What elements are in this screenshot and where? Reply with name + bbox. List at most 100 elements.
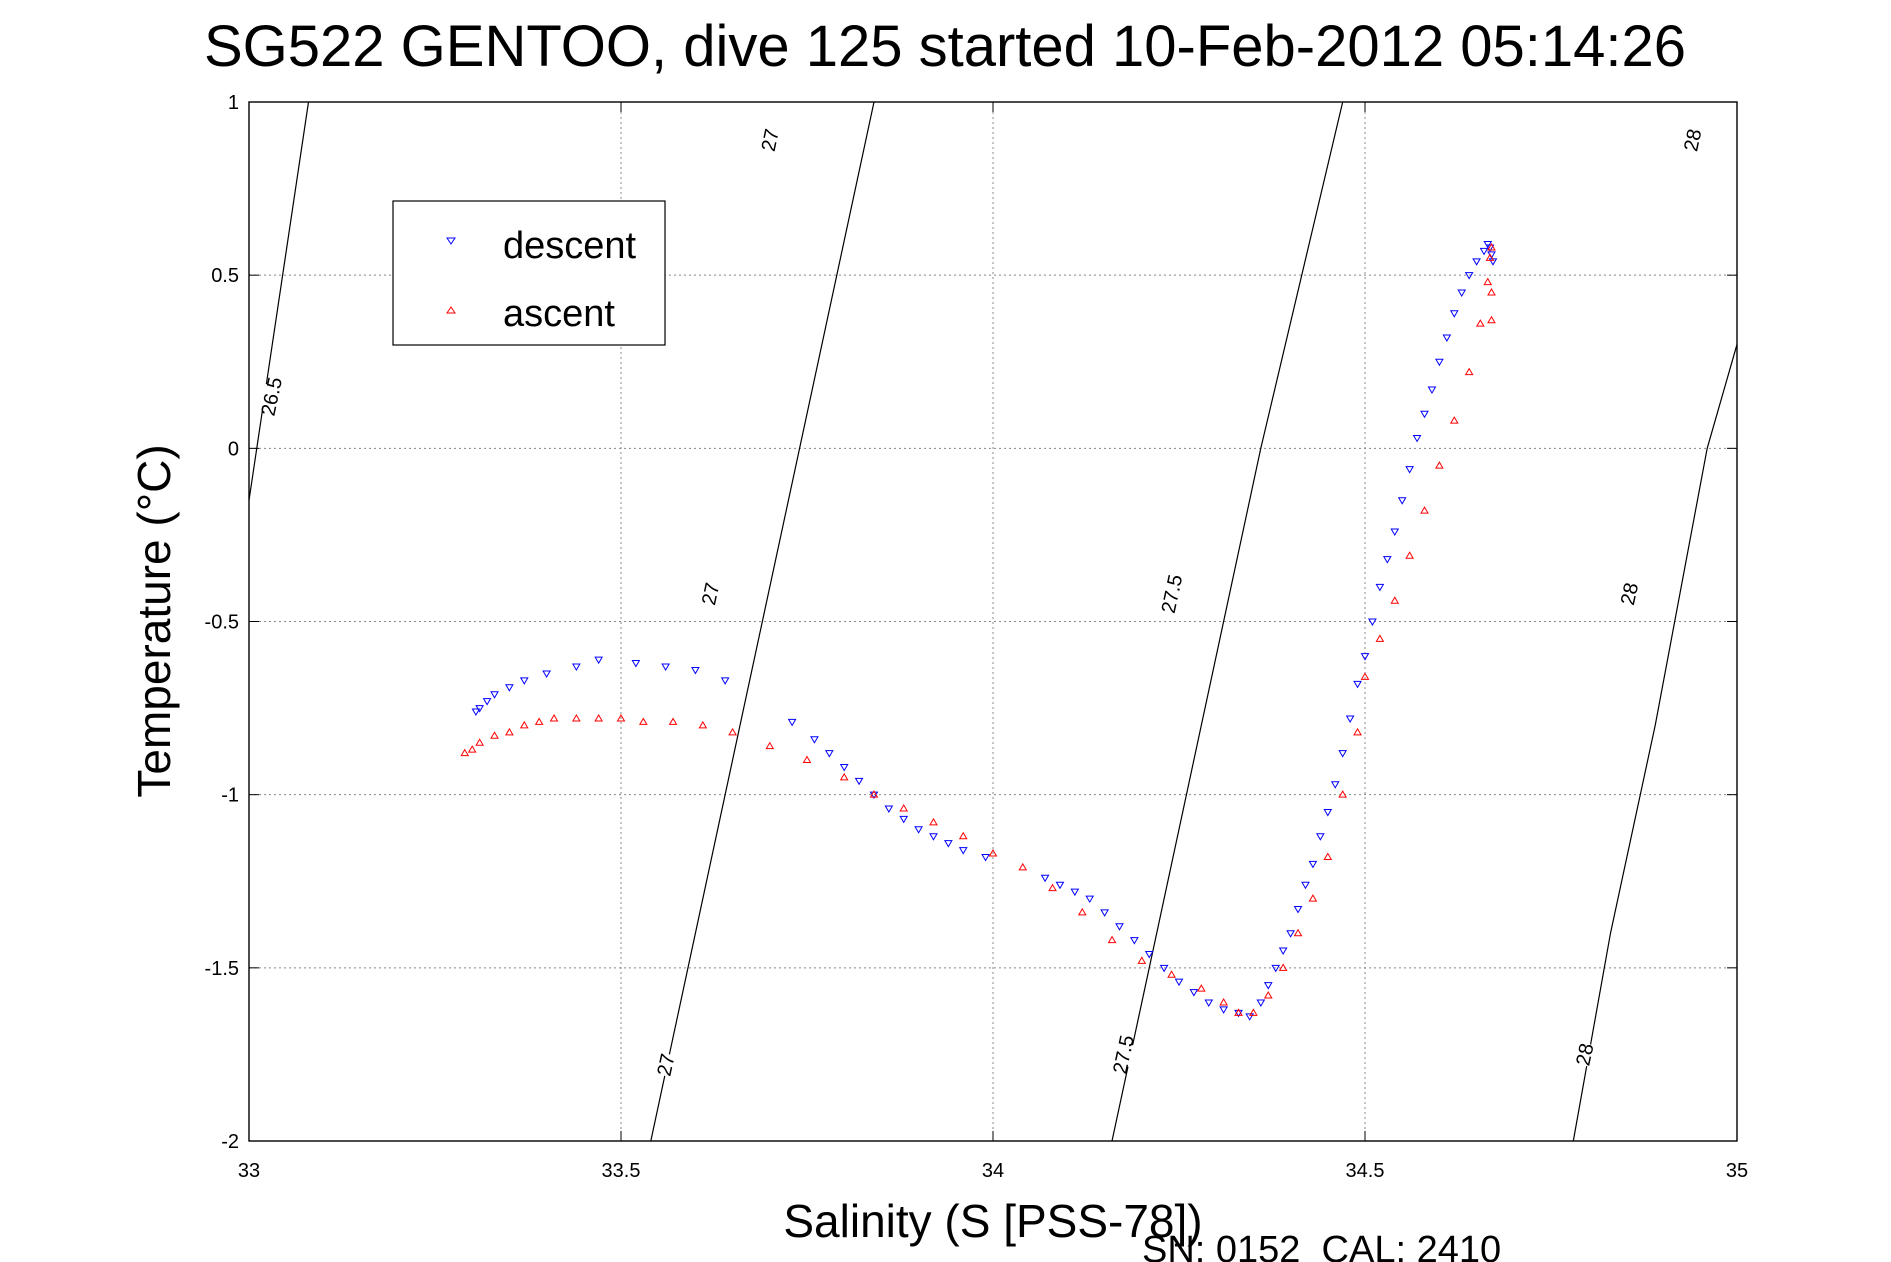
x-axis-ticks: 33 33.5 34 34.5 35 bbox=[238, 102, 1748, 1182]
ascent-point bbox=[505, 727, 514, 736]
y-tick-label: 0 bbox=[228, 438, 239, 460]
ascent-point bbox=[616, 713, 626, 722]
ascent-point bbox=[1485, 253, 1495, 261]
contour-label-bg bbox=[1143, 577, 1200, 610]
descent-point bbox=[1382, 556, 1392, 564]
ascent-point bbox=[1107, 935, 1117, 944]
ascent-point bbox=[1487, 287, 1496, 296]
descent-point bbox=[691, 666, 700, 675]
sigma-contour-27.5 bbox=[1111, 101, 1344, 1142]
descent-point bbox=[631, 660, 641, 668]
ascent-point bbox=[1234, 1008, 1243, 1016]
ascent-point bbox=[728, 727, 737, 736]
descent-point bbox=[914, 826, 923, 834]
ascent-point bbox=[1167, 970, 1176, 978]
ascent-point bbox=[698, 720, 708, 729]
y-tick-label: -1 bbox=[221, 785, 239, 807]
ascent-point bbox=[1048, 883, 1057, 892]
descent-point bbox=[1464, 272, 1474, 280]
descent-point bbox=[1435, 358, 1444, 367]
descent-point bbox=[1256, 999, 1266, 1007]
descent-point bbox=[482, 698, 492, 706]
descent-point bbox=[1338, 750, 1348, 758]
descent-point bbox=[1479, 247, 1489, 256]
sigma-contour-26.5 bbox=[248, 101, 310, 501]
descent-point bbox=[519, 677, 529, 685]
x-axis-label: Salinity (S [PSS-78]) bbox=[783, 1195, 1202, 1247]
descent-point bbox=[958, 847, 968, 855]
descent-point bbox=[1234, 1009, 1243, 1018]
contour-label: 27 bbox=[654, 1052, 680, 1078]
ascent-point bbox=[1405, 551, 1415, 559]
ascent-point bbox=[1464, 367, 1474, 376]
descent-point bbox=[1353, 680, 1362, 689]
ascent-series bbox=[460, 242, 1496, 1016]
descent-point bbox=[1100, 909, 1109, 917]
descent-point bbox=[787, 718, 797, 727]
ascent-point bbox=[839, 772, 849, 781]
ascent-point bbox=[1420, 506, 1429, 514]
descent-point bbox=[884, 805, 894, 814]
descent-point bbox=[1189, 989, 1199, 997]
descent-point bbox=[1472, 258, 1481, 266]
contour-label-bg bbox=[637, 1048, 694, 1081]
descent-point bbox=[810, 736, 819, 744]
descent-point bbox=[490, 691, 499, 699]
y-axis-ticks: -2 -1.5 -1 -0.5 0 0.5 1 bbox=[205, 92, 1737, 1153]
ascent-point bbox=[1249, 1008, 1258, 1016]
ascent-point bbox=[1308, 894, 1318, 902]
ascent-point bbox=[1483, 277, 1493, 286]
descent-point bbox=[1315, 833, 1325, 841]
legend-ascent-marker bbox=[446, 306, 456, 314]
ascent-point bbox=[1137, 956, 1147, 964]
ascent-point bbox=[1263, 991, 1273, 999]
descent-point bbox=[1174, 978, 1184, 987]
descent-point bbox=[929, 833, 938, 841]
descent-point bbox=[1085, 895, 1095, 904]
ascent-point bbox=[1353, 727, 1362, 736]
descent-point bbox=[1144, 950, 1154, 959]
contour-label: 28 bbox=[1617, 581, 1643, 607]
contour-label: 27.5 bbox=[1109, 1033, 1139, 1076]
ascent-point bbox=[765, 741, 775, 750]
descent-point bbox=[1271, 964, 1281, 973]
ascent-point bbox=[638, 717, 648, 725]
descent-point bbox=[1405, 466, 1415, 474]
ascent-point bbox=[958, 831, 968, 840]
x-tick-label: 35 bbox=[1726, 1160, 1748, 1182]
legend: descent ascent bbox=[392, 200, 666, 346]
ascent-point bbox=[899, 804, 909, 812]
ascent-point bbox=[1219, 997, 1229, 1006]
ascent-point bbox=[1323, 852, 1333, 861]
contour-label-bg bbox=[742, 123, 798, 157]
y-tick-label: -0.5 bbox=[205, 612, 239, 634]
density-contours bbox=[248, 101, 1738, 1142]
descent-point bbox=[1390, 528, 1400, 536]
descent-point bbox=[661, 663, 671, 672]
descent-point bbox=[1245, 1013, 1255, 1021]
ascent-point bbox=[802, 755, 812, 764]
y-tick-label: -2 bbox=[221, 1131, 239, 1153]
x-tick-label: 34 bbox=[982, 1160, 1004, 1182]
descent-point bbox=[542, 670, 551, 678]
contour-label-bg bbox=[1601, 577, 1657, 610]
descent-point bbox=[1449, 310, 1459, 318]
ascent-point bbox=[519, 720, 529, 729]
descent-point bbox=[1375, 583, 1385, 592]
descent-point bbox=[1397, 497, 1407, 505]
descent-point bbox=[1278, 947, 1288, 956]
legend-ascent-label: ascent bbox=[503, 293, 615, 335]
ascent-point bbox=[1487, 242, 1496, 251]
ascent-point bbox=[1449, 416, 1459, 424]
ascent-point bbox=[1196, 984, 1206, 992]
ascent-point bbox=[1293, 928, 1303, 937]
ascent-point bbox=[1375, 634, 1385, 642]
y-axis-label: Temperature (°C) bbox=[128, 444, 180, 797]
descent-point bbox=[1301, 881, 1310, 890]
x-tick-label: 34.5 bbox=[1346, 1160, 1385, 1182]
contour-label: 26.5 bbox=[257, 375, 287, 418]
sigma-contour-27 bbox=[650, 101, 875, 1142]
ascent-point bbox=[988, 849, 998, 857]
descent-point bbox=[869, 791, 879, 800]
ascent-point bbox=[668, 717, 678, 725]
